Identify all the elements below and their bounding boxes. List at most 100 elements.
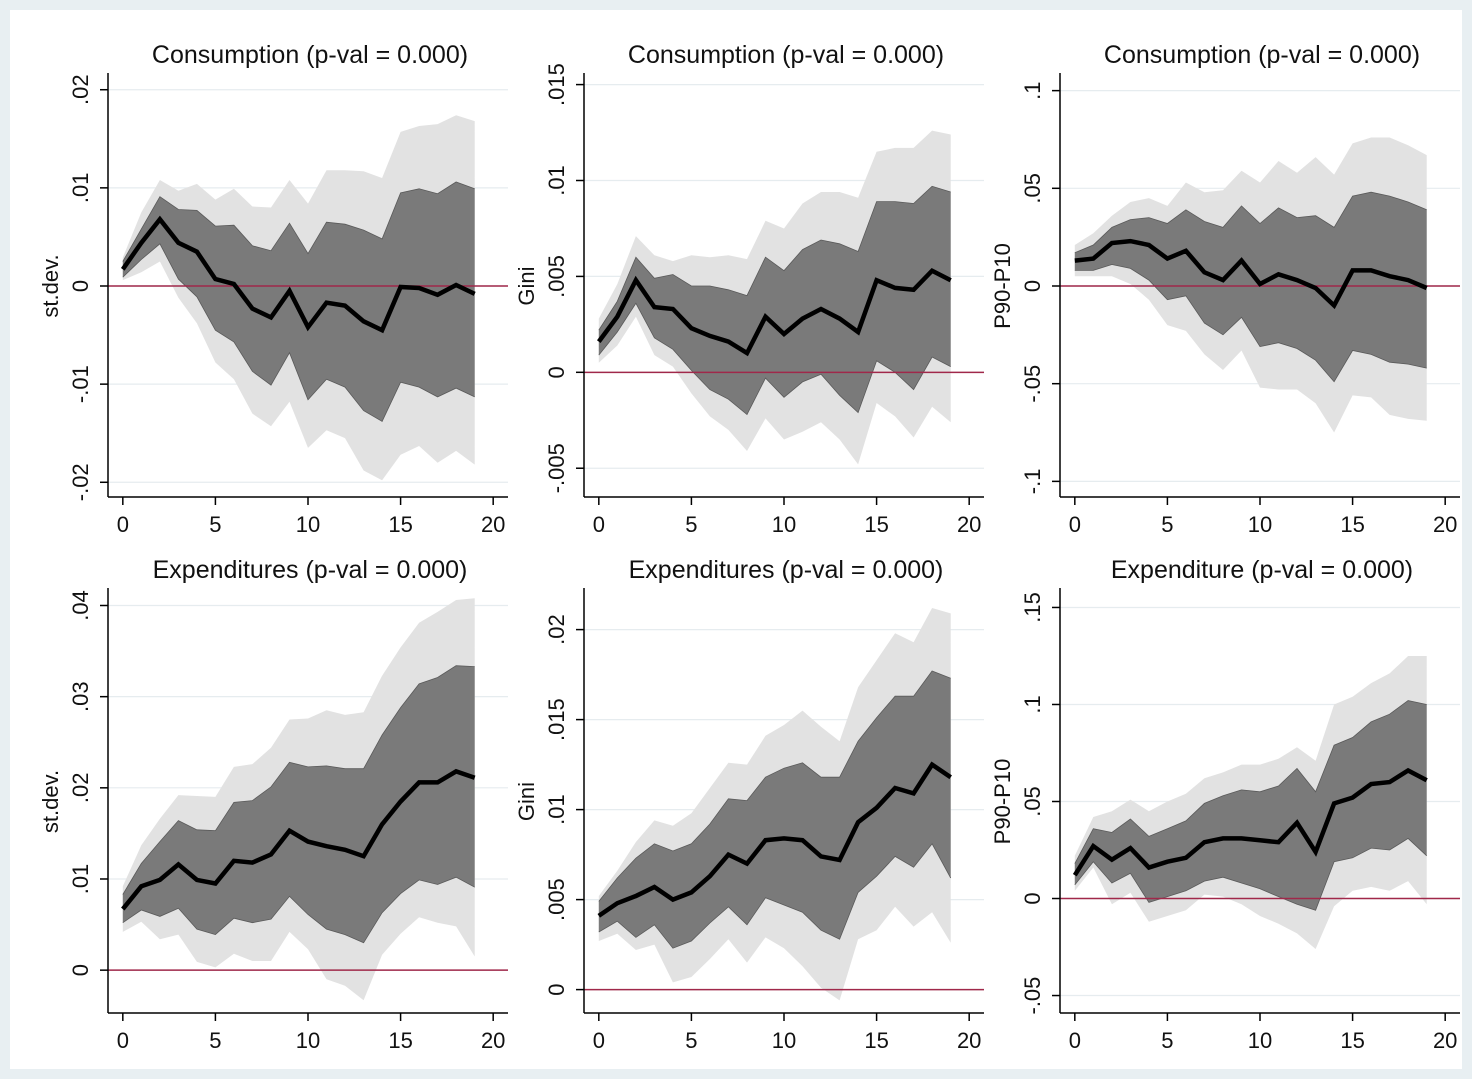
y-tick-label: 0 <box>544 366 569 378</box>
inner-confidence-band <box>1074 192 1427 382</box>
x-tick-label: 0 <box>117 512 129 537</box>
inner-upper-edge <box>1074 700 1427 864</box>
x-tick-label: 20 <box>481 1028 505 1053</box>
inner-lower-edge <box>122 876 475 944</box>
y-tick-label: .03 <box>68 681 93 712</box>
y-tick-label: -.1 <box>1020 469 1045 495</box>
y-tick-label: .01 <box>544 165 569 196</box>
y-tick-label: .15 <box>1020 592 1045 623</box>
x-tick-label: 15 <box>1340 1028 1364 1053</box>
y-tick-label: .01 <box>68 173 93 204</box>
x-tick-label: 15 <box>388 512 412 537</box>
inner-upper-edge <box>598 670 951 902</box>
x-tick-label: 5 <box>1161 512 1173 537</box>
y-tick-label: .1 <box>1020 695 1045 713</box>
x-tick-label: 5 <box>685 512 697 537</box>
x-tick-label: 15 <box>388 1028 412 1053</box>
panel-4: 0 .01 .02 .03 .04 0 5 10 15 20 st.dev. Expenditures… <box>38 556 508 1053</box>
x-tick-label: 20 <box>481 512 505 537</box>
point-estimate-line <box>597 761 952 918</box>
x-tick-label: 5 <box>685 1028 697 1053</box>
panel-title: Consumption (p-val = 0.000) <box>628 41 944 69</box>
point-estimate-line <box>1074 238 1428 310</box>
x-tick-label: 20 <box>1433 1028 1457 1053</box>
y-axis-title: Gini <box>514 782 539 821</box>
x-tick-label: 10 <box>296 1028 320 1053</box>
y-tick-label: 0 <box>68 964 93 976</box>
x-tick-label: 5 <box>209 512 221 537</box>
inner-lower-edge <box>122 243 475 422</box>
panel-3: -.1 -.05 0 .05 .1 0 5 10 15 20 P90-P10 Consumption … <box>990 41 1460 537</box>
x-tick-label: 20 <box>957 512 981 537</box>
y-tick-label: .02 <box>544 614 569 645</box>
panel-6: -.05 0 .05 .1 .15 0 5 10 15 20 P90-P10 Expenditure … <box>990 556 1460 1053</box>
y-axis-title: P90-P10 <box>990 243 1015 329</box>
y-axis-title: P90-P10 <box>990 759 1015 845</box>
y-tick-label: .005 <box>544 878 569 921</box>
y-tick-label: 0 <box>68 280 93 292</box>
y-tick-label: .1 <box>1020 81 1045 99</box>
y-tick-label: .05 <box>1020 786 1045 817</box>
point-estimate-line <box>120 215 476 334</box>
inner-lower-edge <box>598 302 951 416</box>
y-tick-label: .02 <box>68 74 93 105</box>
point-estimate-line <box>121 768 476 911</box>
x-tick-label: 20 <box>957 1028 981 1053</box>
x-tick-label: 10 <box>772 512 796 537</box>
panel-title: Consumption (p-val = 0.000) <box>152 41 468 69</box>
x-tick-label: 0 <box>593 512 605 537</box>
panel-title: Expenditure (p-val = 0.000) <box>1111 556 1413 584</box>
y-tick-label: 0 <box>1020 892 1045 904</box>
inner-upper-edge <box>122 181 475 262</box>
panel-5: 0 .005 .01 .015 .02 0 5 10 15 20 Gini Expenditures … <box>514 556 984 1053</box>
y-axis-title: st.dev. <box>38 770 63 833</box>
inner-upper-edge <box>1074 191 1427 254</box>
y-tick-label: .01 <box>544 794 569 825</box>
inner-lower-edge <box>1074 837 1427 911</box>
x-tick-label: 15 <box>864 512 888 537</box>
point-estimate-line <box>1072 767 1428 877</box>
x-tick-label: 0 <box>1069 512 1081 537</box>
y-tick-label: -.02 <box>68 463 93 501</box>
inner-lower-edge <box>598 843 952 949</box>
panel-title: Expenditures (p-val = 0.000) <box>629 556 944 584</box>
panel-title: Consumption (p-val = 0.000) <box>1104 41 1420 69</box>
inner-upper-edge <box>598 185 951 331</box>
y-tick-label: -.05 <box>1020 977 1045 1015</box>
inner-confidence-band <box>1074 700 1427 911</box>
y-tick-label: .05 <box>1020 173 1045 204</box>
point-estimate-line <box>596 267 952 357</box>
y-axis-title: Gini <box>514 266 539 305</box>
inner-upper-edge <box>122 665 475 895</box>
x-tick-label: 5 <box>1161 1028 1173 1053</box>
y-tick-label: 0 <box>544 983 569 995</box>
y-axis-title: st.dev. <box>38 254 63 317</box>
y-tick-label: -.05 <box>1020 365 1045 403</box>
y-tick-label: .02 <box>68 773 93 804</box>
panel-2: -.005 0 .005 .01 .015 0 5 10 15 20 Gini Consumption… <box>514 41 984 537</box>
inner-confidence-band <box>122 182 475 422</box>
panel-1: -.02 -.01 0 .01 .02 0 5 10 15 20 st.dev. Consumptio… <box>38 41 508 537</box>
x-tick-label: 0 <box>117 1028 129 1053</box>
inner-confidence-band <box>598 186 951 415</box>
x-tick-label: 10 <box>1248 1028 1272 1053</box>
y-tick-label: -.01 <box>68 365 93 403</box>
x-tick-label: 10 <box>772 1028 796 1053</box>
y-tick-label: 0 <box>1020 280 1045 292</box>
inner-confidence-band <box>598 671 951 949</box>
x-tick-label: 10 <box>1248 512 1272 537</box>
x-tick-label: 0 <box>593 1028 605 1053</box>
y-tick-label: .005 <box>544 255 569 298</box>
inner-confidence-band <box>122 665 475 943</box>
x-tick-label: 10 <box>296 512 320 537</box>
x-tick-label: 15 <box>1340 512 1364 537</box>
x-tick-label: 0 <box>1069 1028 1081 1053</box>
x-tick-label: 5 <box>209 1028 221 1053</box>
y-tick-label: .01 <box>68 864 93 895</box>
y-tick-label: .015 <box>544 698 569 741</box>
x-tick-label: 15 <box>864 1028 888 1053</box>
y-tick-label: .04 <box>68 590 93 621</box>
y-tick-label: .015 <box>544 63 569 106</box>
inner-lower-edge <box>1074 264 1427 383</box>
